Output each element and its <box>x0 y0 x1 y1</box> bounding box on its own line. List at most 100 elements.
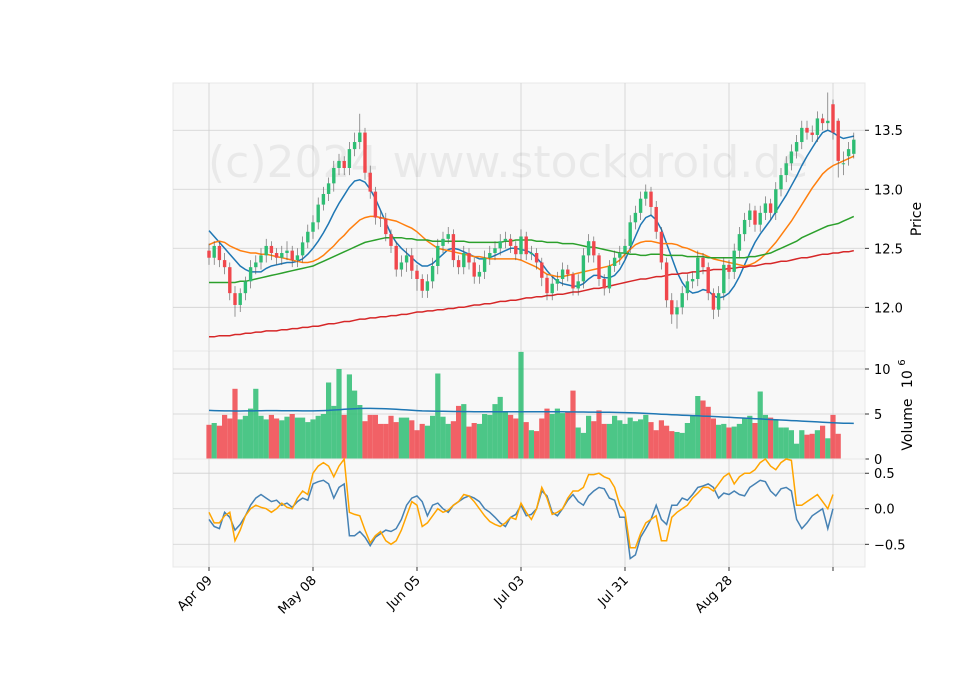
candle-body <box>503 238 508 242</box>
candle-body <box>259 255 263 263</box>
volume-bar <box>300 417 306 459</box>
candle-body <box>545 277 549 294</box>
volume-bar <box>232 388 238 459</box>
candlesticks <box>207 92 856 329</box>
date-tick-label: May 08 <box>276 573 320 617</box>
volume-bar <box>643 414 649 459</box>
volume-bar <box>279 420 285 459</box>
volume-bar <box>638 419 644 459</box>
volume-bar <box>757 391 763 459</box>
date-tick-label: Jun 05 <box>384 573 424 613</box>
volume-bar <box>326 382 332 459</box>
volume-bar <box>320 414 326 459</box>
candle-body <box>711 293 716 310</box>
candle-body <box>810 132 814 135</box>
candle-body <box>722 264 726 294</box>
candle-body <box>410 255 414 271</box>
volume-bar <box>461 404 467 459</box>
candle-body <box>592 241 596 256</box>
volume-average-line <box>208 407 854 425</box>
volume-bar <box>476 423 482 459</box>
volume-bar <box>825 438 831 459</box>
candle-body <box>446 234 450 239</box>
volume-bar <box>627 417 633 459</box>
candle-body <box>742 219 747 235</box>
volume-bar <box>601 423 607 459</box>
candle-body <box>222 260 227 268</box>
volume-bar <box>518 351 524 459</box>
volume-bar <box>315 415 321 459</box>
candle-body <box>384 218 388 235</box>
volume-bar <box>664 425 670 459</box>
candle-body <box>612 257 617 266</box>
volume-bar <box>466 426 472 459</box>
candle-body <box>846 149 851 157</box>
candle-body <box>534 253 539 263</box>
volume-bar <box>788 430 794 459</box>
candle-body <box>404 255 409 263</box>
price-tick-label: 13.0 <box>874 183 903 198</box>
candle-body <box>690 278 695 282</box>
volume-bar <box>237 419 243 459</box>
price-panel: (c)2024 www.stockdroid.de 12.0 12.5 13.0 13… <box>172 82 925 352</box>
candle-body <box>571 274 575 289</box>
candle-body <box>248 267 253 282</box>
candle-body <box>274 253 279 258</box>
volume-bar <box>508 414 514 459</box>
volume-bar <box>747 415 753 459</box>
candle-body <box>451 234 456 261</box>
oscillator-line-2 <box>208 456 834 549</box>
candle-body <box>482 257 487 272</box>
volume-bar <box>596 410 602 459</box>
candle-body <box>498 241 502 249</box>
candle-body <box>763 203 768 213</box>
candle-body <box>347 149 352 169</box>
volume-bar <box>414 430 420 459</box>
candle-body <box>649 191 653 207</box>
candle-body <box>472 262 476 277</box>
candle-body <box>836 120 840 161</box>
volume-bar <box>471 423 477 459</box>
volume-bar <box>710 418 716 459</box>
candle-body <box>820 118 825 124</box>
candle-body <box>399 262 404 270</box>
candle-body <box>576 281 580 289</box>
date-tick-label: Jul 31 <box>595 573 632 610</box>
volume-bar <box>809 433 815 459</box>
watermark-text: (c)2024 www.stockdroid.de <box>208 137 808 188</box>
candle-body <box>493 248 497 254</box>
candle-body <box>462 253 466 268</box>
candle-body <box>550 283 554 294</box>
oscillator-tick-label: −0.5 <box>874 538 906 553</box>
volume-bar <box>632 421 638 459</box>
volume-bar <box>835 433 841 459</box>
volume-bar <box>534 431 540 459</box>
candle-body <box>430 265 435 282</box>
volume-bar <box>336 369 342 459</box>
volume-bar <box>409 420 415 459</box>
volume-bar <box>404 417 410 459</box>
volume-bar <box>310 419 316 459</box>
volume-bar <box>742 417 748 459</box>
volume-bar <box>513 418 519 459</box>
volume-tick-label: 5 <box>874 408 882 423</box>
volume-bar <box>211 423 217 459</box>
volume-bar <box>799 430 805 459</box>
volume-bar <box>274 418 280 459</box>
candle-body <box>519 236 523 255</box>
candle-body <box>254 262 258 268</box>
volume-bar <box>528 430 534 459</box>
candle-body <box>488 253 492 258</box>
volume-bar <box>814 430 820 459</box>
volume-bar <box>253 388 259 459</box>
volume-bar <box>684 423 690 459</box>
volume-bars <box>206 351 841 459</box>
volume-bar <box>617 420 623 459</box>
candle-body <box>420 278 424 291</box>
volume-bar <box>705 406 711 459</box>
volume-bar <box>752 423 758 459</box>
volume-tick-label: 10 <box>874 363 891 378</box>
oscillator-panel-background <box>172 458 866 568</box>
volume-bar <box>378 423 384 459</box>
candle-body <box>342 160 346 169</box>
